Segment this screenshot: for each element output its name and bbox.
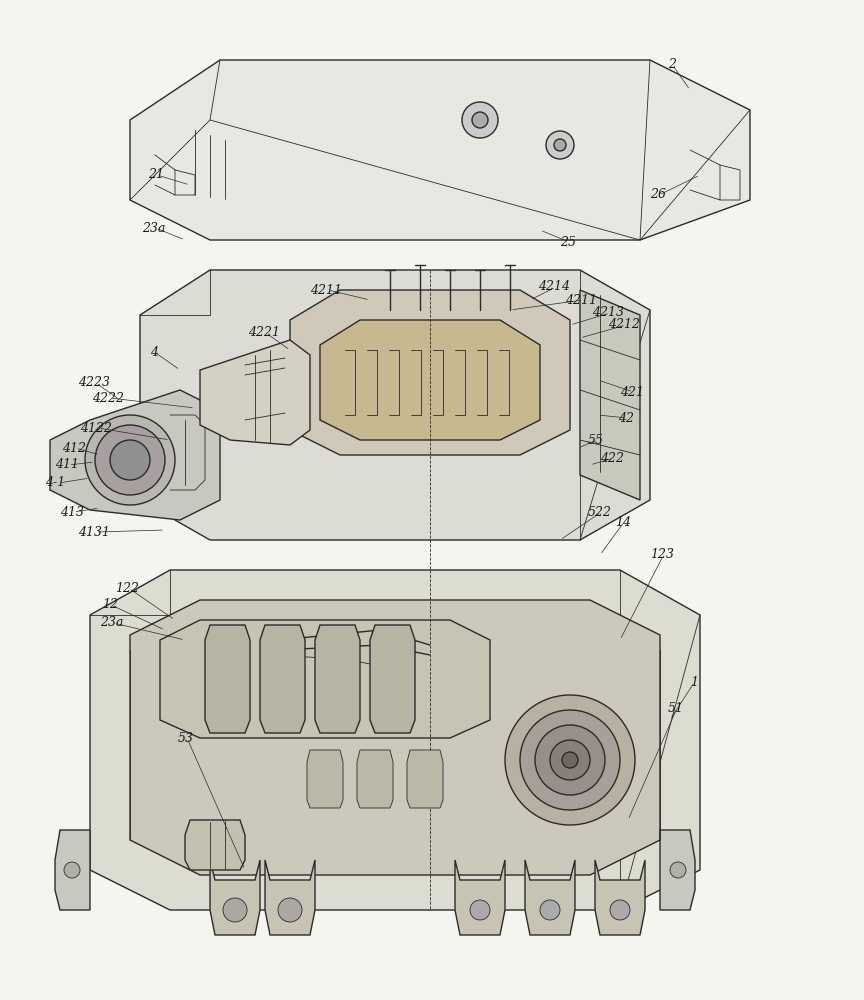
Circle shape — [505, 695, 635, 825]
Circle shape — [223, 898, 247, 922]
Circle shape — [64, 862, 80, 878]
Text: 4213: 4213 — [592, 306, 624, 320]
Text: 421: 421 — [620, 385, 644, 398]
Polygon shape — [307, 750, 343, 808]
Circle shape — [95, 425, 165, 495]
Polygon shape — [160, 620, 490, 738]
Text: 4214: 4214 — [538, 280, 570, 294]
Text: 14: 14 — [615, 516, 631, 528]
Text: 26: 26 — [650, 188, 666, 202]
Polygon shape — [130, 600, 660, 875]
Text: 4211: 4211 — [565, 294, 597, 306]
Polygon shape — [260, 625, 305, 733]
Text: 4221: 4221 — [248, 326, 280, 340]
Text: 12: 12 — [102, 598, 118, 611]
Polygon shape — [525, 860, 575, 935]
Circle shape — [278, 898, 302, 922]
Circle shape — [540, 900, 560, 920]
Text: 4212: 4212 — [608, 318, 640, 332]
Circle shape — [610, 900, 630, 920]
Text: 25: 25 — [560, 235, 576, 248]
Polygon shape — [290, 290, 570, 455]
Text: 122: 122 — [115, 582, 139, 594]
Text: 4: 4 — [150, 346, 158, 359]
Text: 412: 412 — [62, 442, 86, 454]
Text: 4223: 4223 — [78, 376, 110, 389]
Polygon shape — [357, 750, 393, 808]
Polygon shape — [320, 320, 540, 440]
Text: 4-1: 4-1 — [45, 477, 66, 489]
Circle shape — [562, 752, 578, 768]
Circle shape — [110, 440, 150, 480]
Text: 21: 21 — [148, 168, 164, 182]
Text: 522: 522 — [588, 506, 612, 518]
Polygon shape — [205, 625, 250, 733]
Polygon shape — [50, 390, 220, 520]
Circle shape — [670, 862, 686, 878]
Text: 23a: 23a — [100, 616, 124, 630]
Circle shape — [472, 112, 488, 128]
Text: 411: 411 — [55, 458, 79, 472]
Polygon shape — [210, 860, 260, 935]
Text: 4131: 4131 — [78, 526, 110, 538]
Circle shape — [550, 740, 590, 780]
Circle shape — [462, 102, 498, 138]
Polygon shape — [595, 860, 645, 935]
Polygon shape — [140, 270, 650, 540]
Polygon shape — [315, 625, 360, 733]
Polygon shape — [90, 570, 700, 910]
Polygon shape — [185, 820, 245, 870]
Text: 23a: 23a — [142, 222, 166, 234]
Text: 123: 123 — [650, 548, 674, 562]
Polygon shape — [580, 290, 640, 500]
Polygon shape — [200, 340, 310, 445]
Text: 422: 422 — [600, 452, 624, 464]
Text: 413: 413 — [60, 506, 84, 518]
Polygon shape — [370, 625, 415, 733]
Polygon shape — [407, 750, 443, 808]
Text: 53: 53 — [178, 732, 194, 744]
Circle shape — [546, 131, 574, 159]
Circle shape — [470, 900, 490, 920]
Text: 2: 2 — [668, 58, 676, 72]
Text: 4222: 4222 — [92, 391, 124, 404]
Circle shape — [85, 415, 175, 505]
Circle shape — [520, 710, 620, 810]
Polygon shape — [130, 60, 750, 240]
Text: 4122: 4122 — [80, 422, 112, 434]
Text: 1: 1 — [690, 676, 698, 688]
Polygon shape — [55, 830, 90, 910]
Polygon shape — [455, 860, 505, 935]
Polygon shape — [660, 830, 695, 910]
Polygon shape — [265, 860, 315, 935]
Text: 42: 42 — [618, 412, 634, 424]
Text: 4211: 4211 — [310, 284, 342, 296]
Text: 55: 55 — [588, 434, 604, 446]
Circle shape — [535, 725, 605, 795]
Circle shape — [554, 139, 566, 151]
Text: 51: 51 — [668, 702, 684, 714]
